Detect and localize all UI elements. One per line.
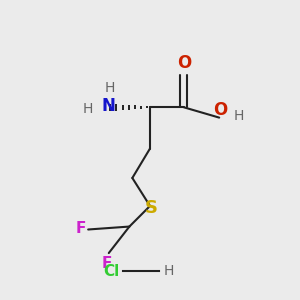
Text: O: O xyxy=(214,101,228,119)
Text: O: O xyxy=(177,53,191,71)
Text: H: H xyxy=(233,109,244,123)
Text: H: H xyxy=(164,264,174,278)
Text: S: S xyxy=(145,199,158,217)
Text: H: H xyxy=(83,102,93,116)
Text: H: H xyxy=(105,81,116,94)
Text: Cl: Cl xyxy=(103,264,120,279)
Text: F: F xyxy=(102,256,112,271)
Text: F: F xyxy=(76,220,86,236)
Text: N: N xyxy=(102,97,116,115)
